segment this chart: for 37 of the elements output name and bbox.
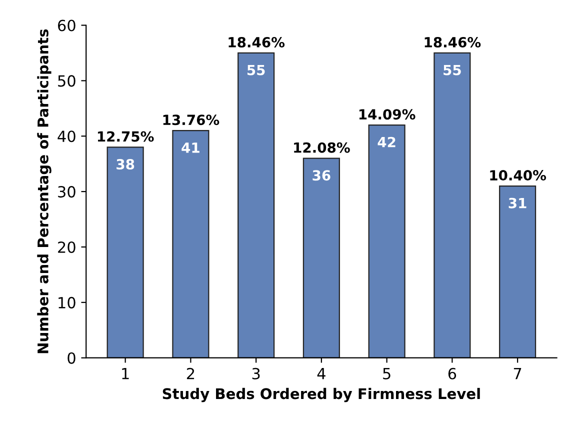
x-tick-label: 4 <box>317 368 326 380</box>
annotation: 10.40% <box>490 170 546 181</box>
y-tick-label: 40 <box>58 130 76 142</box>
bar <box>238 52 275 358</box>
y-tick-label: 20 <box>58 241 76 254</box>
y-tick-label: 10 <box>58 296 76 308</box>
data-label: 42 <box>378 136 396 148</box>
y-axis-title: Number and Percentage of Participants <box>37 29 52 354</box>
annotation: 18.46% <box>228 37 285 48</box>
y-tick-label: 0 <box>68 352 76 364</box>
bar <box>368 124 406 358</box>
data-label: 55 <box>247 64 265 76</box>
data-label: 55 <box>444 64 461 76</box>
data-label: 38 <box>116 159 134 170</box>
x-tick-label: 2 <box>186 368 194 380</box>
annotation: 13.76% <box>163 114 220 126</box>
x-tick-label: 1 <box>122 368 129 380</box>
bar <box>434 52 471 358</box>
y-tick-label: 50 <box>58 75 76 87</box>
y-tick-label: 60 <box>58 20 76 32</box>
annotation: 18.46% <box>424 37 481 48</box>
x-tick-label: 5 <box>383 368 390 380</box>
bar <box>302 158 340 358</box>
bar <box>106 146 144 358</box>
annotation: 12.75% <box>98 131 154 142</box>
bar <box>499 185 536 358</box>
bar <box>172 130 210 358</box>
x-tick-label: 7 <box>514 368 522 380</box>
y-tick-label: 30 <box>58 186 76 198</box>
x-axis-title: Study Beds Ordered by Firmness Level <box>162 388 480 402</box>
data-label: 31 <box>508 198 526 208</box>
data-label: 36 <box>312 170 330 181</box>
annotation: 14.09% <box>359 109 416 120</box>
x-tick-label: 3 <box>252 368 260 380</box>
annotation: 12.08% <box>294 142 350 153</box>
x-tick-label: 6 <box>448 368 456 380</box>
data-label: 41 <box>182 142 200 153</box>
